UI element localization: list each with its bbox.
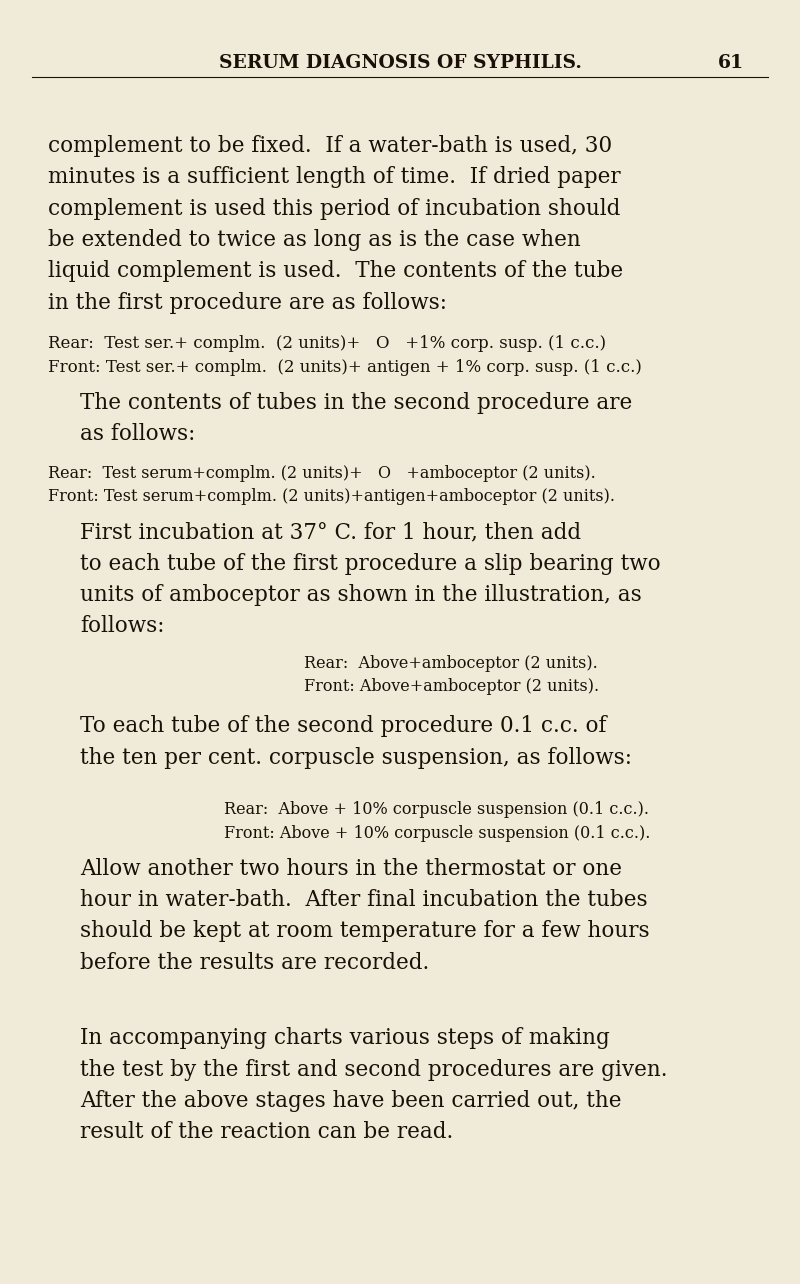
Text: Rear:  Test serum+complm. (2 units)+   O   +amboceptor (2 units).
Front: Test se: Rear: Test serum+complm. (2 units)+ O +a… <box>48 465 615 506</box>
Text: To each tube of the second procedure 0.1 c.c. of
the ten per cent. corpuscle sus: To each tube of the second procedure 0.1… <box>80 715 632 769</box>
Text: 61: 61 <box>718 54 744 72</box>
Text: In accompanying charts various steps of making
the test by the first and second : In accompanying charts various steps of … <box>80 1027 667 1143</box>
Text: complement to be fixed.  If a water-bath is used, 30
minutes is a sufficient len: complement to be fixed. If a water-bath … <box>48 135 623 313</box>
Text: The contents of tubes in the second procedure are
as follows:: The contents of tubes in the second proc… <box>80 392 632 446</box>
Text: Allow another two hours in the thermostat or one
hour in water-bath.  After fina: Allow another two hours in the thermosta… <box>80 858 650 973</box>
Text: Rear:  Above + 10% corpuscle suspension (0.1 c.c.).
Front: Above + 10% corpuscle: Rear: Above + 10% corpuscle suspension (… <box>224 801 650 842</box>
Text: First incubation at 37° C. for 1 hour, then add
to each tube of the first proced: First incubation at 37° C. for 1 hour, t… <box>80 521 661 637</box>
Text: SERUM DIAGNOSIS OF SYPHILIS.: SERUM DIAGNOSIS OF SYPHILIS. <box>218 54 582 72</box>
Text: Rear:  Test ser.+ complm.  (2 units)+   O   +1% corp. susp. (1 c.c.)
Front: Test: Rear: Test ser.+ complm. (2 units)+ O +1… <box>48 335 642 376</box>
Text: Rear:  Above+amboceptor (2 units).
Front: Above+amboceptor (2 units).: Rear: Above+amboceptor (2 units). Front:… <box>304 655 599 696</box>
